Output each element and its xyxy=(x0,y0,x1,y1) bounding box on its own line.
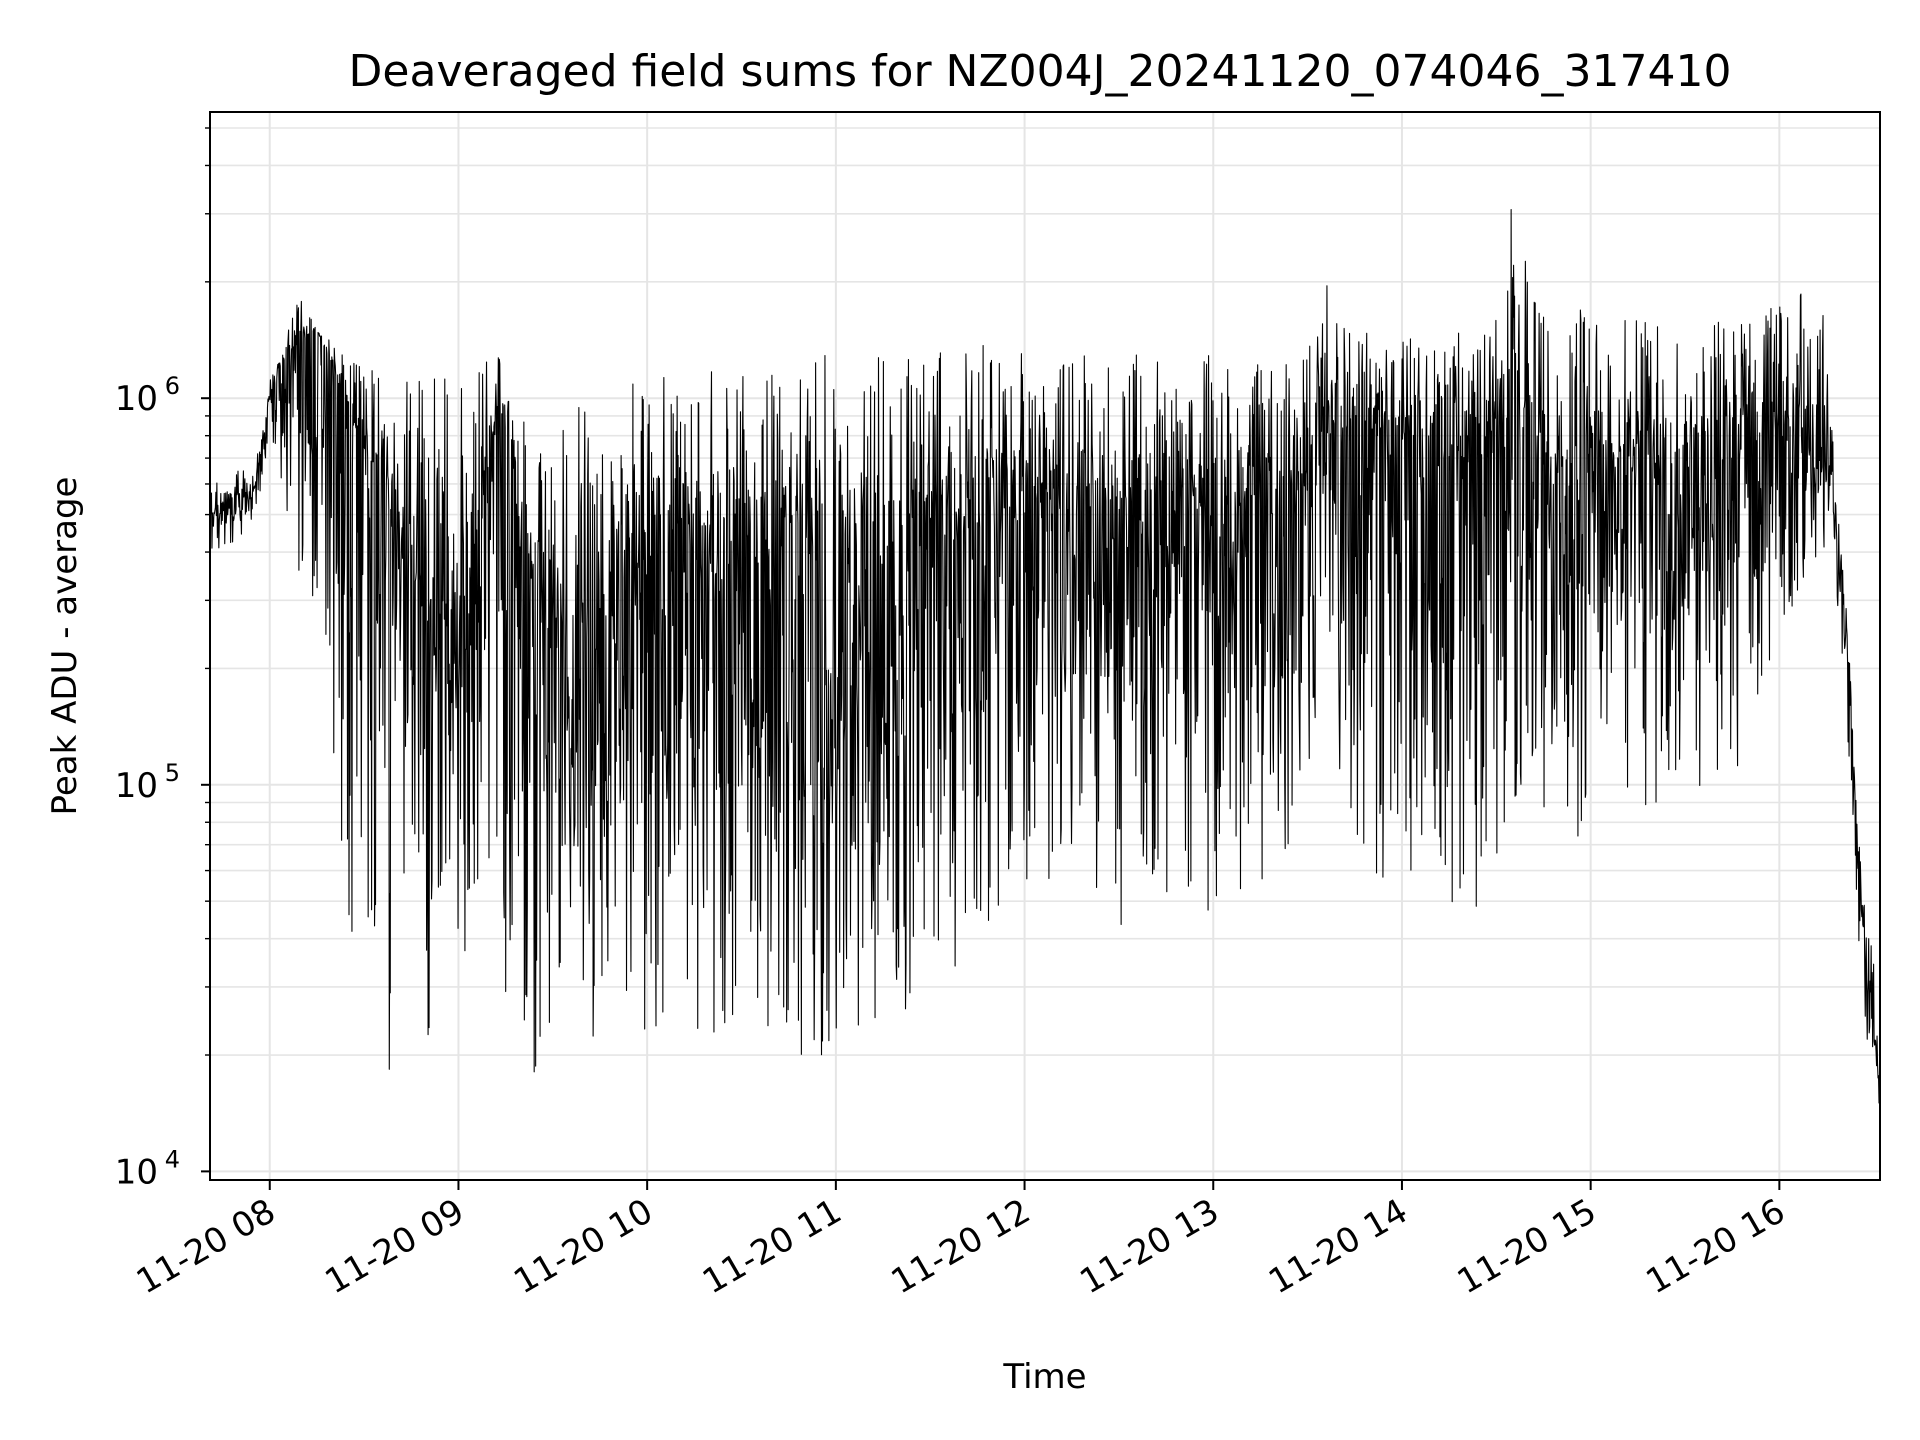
y-axis-label: Peak ADU - average xyxy=(45,477,85,816)
chart-title: Deaveraged field sums for NZ004J_2024112… xyxy=(349,46,1732,97)
y-tick-label: 10 xyxy=(115,766,158,806)
series-line xyxy=(209,209,1881,1113)
y-tick-label: 10 xyxy=(115,1152,158,1192)
y-tick-label: 10 xyxy=(115,379,158,419)
plot-frame xyxy=(209,111,1881,1181)
data-layer xyxy=(209,209,1881,1113)
x-axis-label: Time xyxy=(1002,1357,1086,1397)
y-tick-exponent: 5 xyxy=(165,759,180,787)
y-tick-exponent: 4 xyxy=(165,1145,180,1173)
y-tick-exponent: 6 xyxy=(165,372,180,400)
